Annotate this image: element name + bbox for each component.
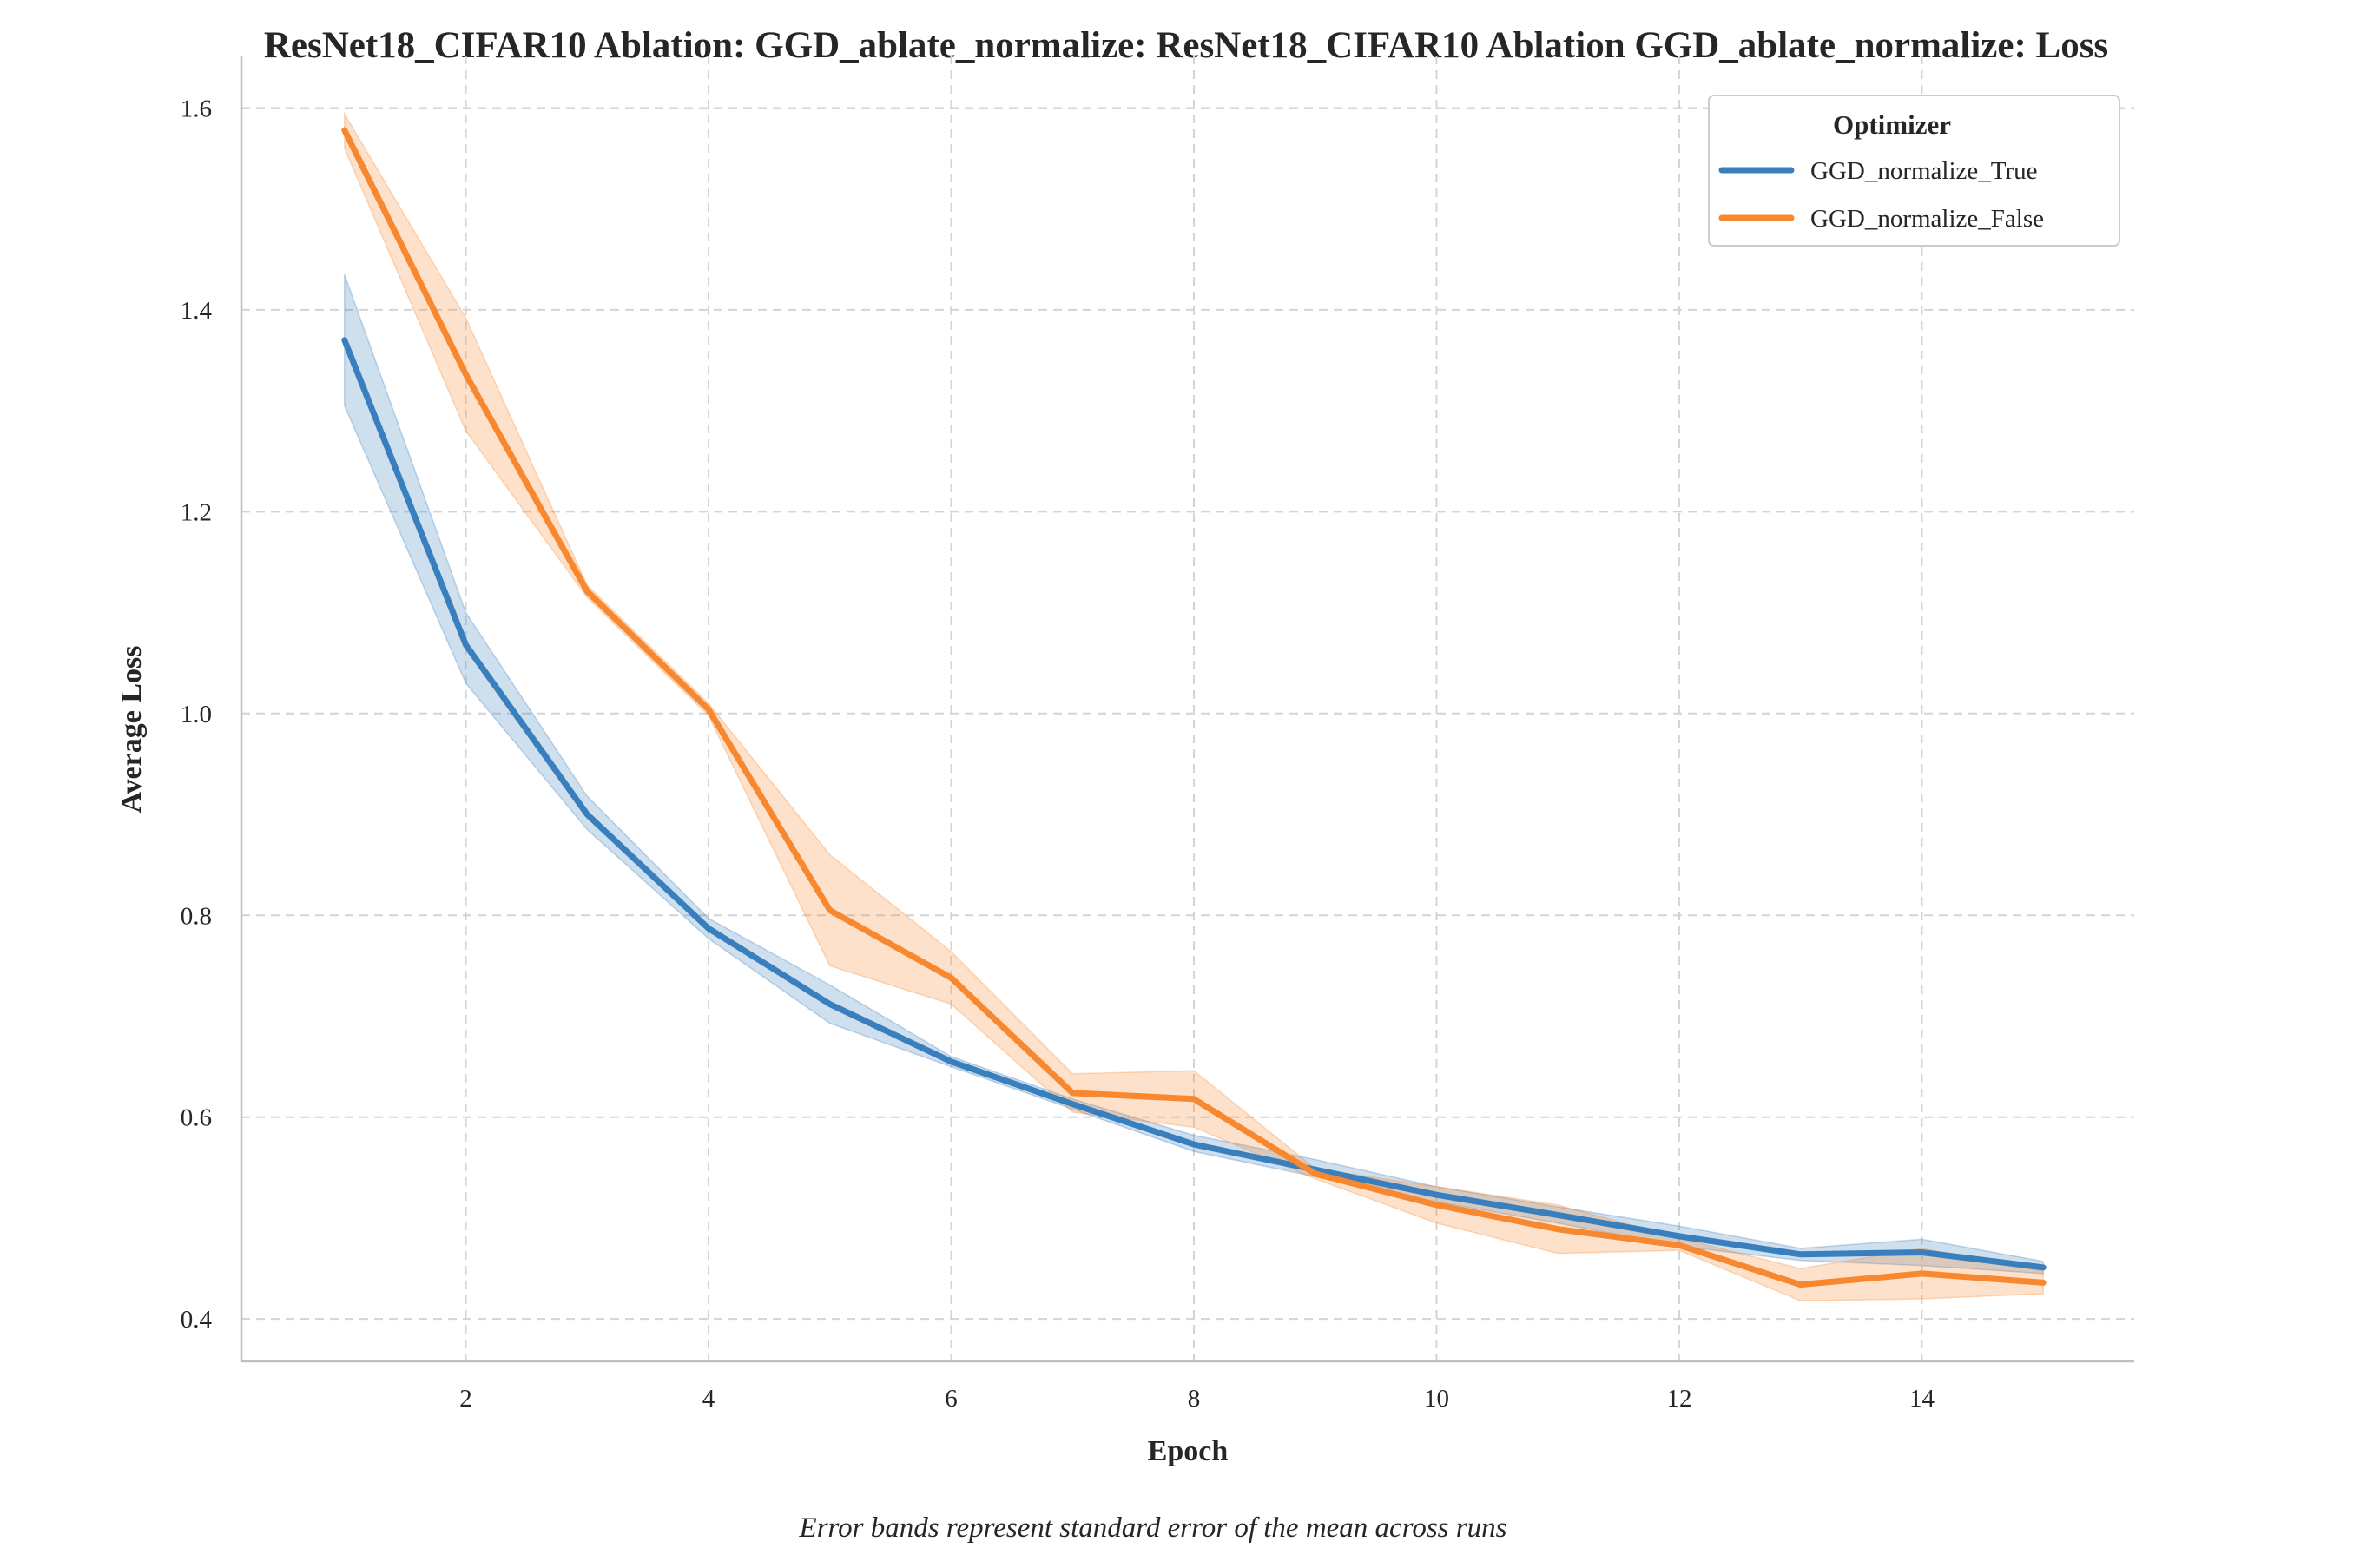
error-band-1: [344, 111, 2044, 1302]
series-lines: [341, 127, 2047, 1288]
y-tick-label: 1.6: [181, 95, 212, 122]
y-axis-label: Average Loss: [115, 646, 148, 814]
x-tick-label: 2: [459, 1385, 472, 1413]
y-tick-label: 1.4: [181, 297, 213, 325]
y-tick-labels: 0.4 0.6 0.8 1.0 1.2 1.4 1.6: [181, 95, 213, 1334]
x-tick-label: 8: [1188, 1385, 1201, 1413]
x-tick-label: 10: [1424, 1385, 1449, 1413]
series-line-1: [341, 127, 2047, 1288]
x-tick-label: 4: [702, 1385, 715, 1413]
x-tick-label: 14: [1909, 1385, 1935, 1413]
y-tick-label: 0.6: [181, 1104, 212, 1132]
series-line-0: [341, 337, 2047, 1271]
y-tick-label: 1.2: [181, 498, 212, 526]
chart-caption: Error bands represent standard error of …: [799, 1512, 1507, 1544]
x-tick-label: 6: [945, 1385, 958, 1413]
error-band-0: [344, 273, 2044, 1275]
y-tick-label: 1.0: [181, 701, 212, 728]
legend-label: GGD_normalize_False: [1810, 205, 2044, 233]
y-tick-label: 0.4: [181, 1306, 213, 1334]
legend-title: Optimizer: [1833, 109, 1951, 140]
legend-frame: [1708, 95, 2120, 247]
x-tick-labels: 2 4 6 8 10 12 14: [459, 1385, 1935, 1413]
error-bands: [344, 111, 2044, 1302]
x-axis-label: Epoch: [1148, 1435, 1229, 1467]
legend-label: GGD_normalize_True: [1810, 157, 2038, 185]
y-tick-label: 0.8: [181, 902, 212, 930]
legend-items: GGD_normalize_True GGD_normalize_False: [1718, 157, 2044, 233]
grid: [241, 56, 2134, 1361]
x-tick-label: 12: [1666, 1385, 1691, 1413]
legend: Optimizer GGD_normalize_TrueGGD_normaliz…: [1708, 95, 2120, 247]
chart-title: ResNet18_CIFAR10 Ablation: GGD_ablate_no…: [264, 25, 2108, 66]
